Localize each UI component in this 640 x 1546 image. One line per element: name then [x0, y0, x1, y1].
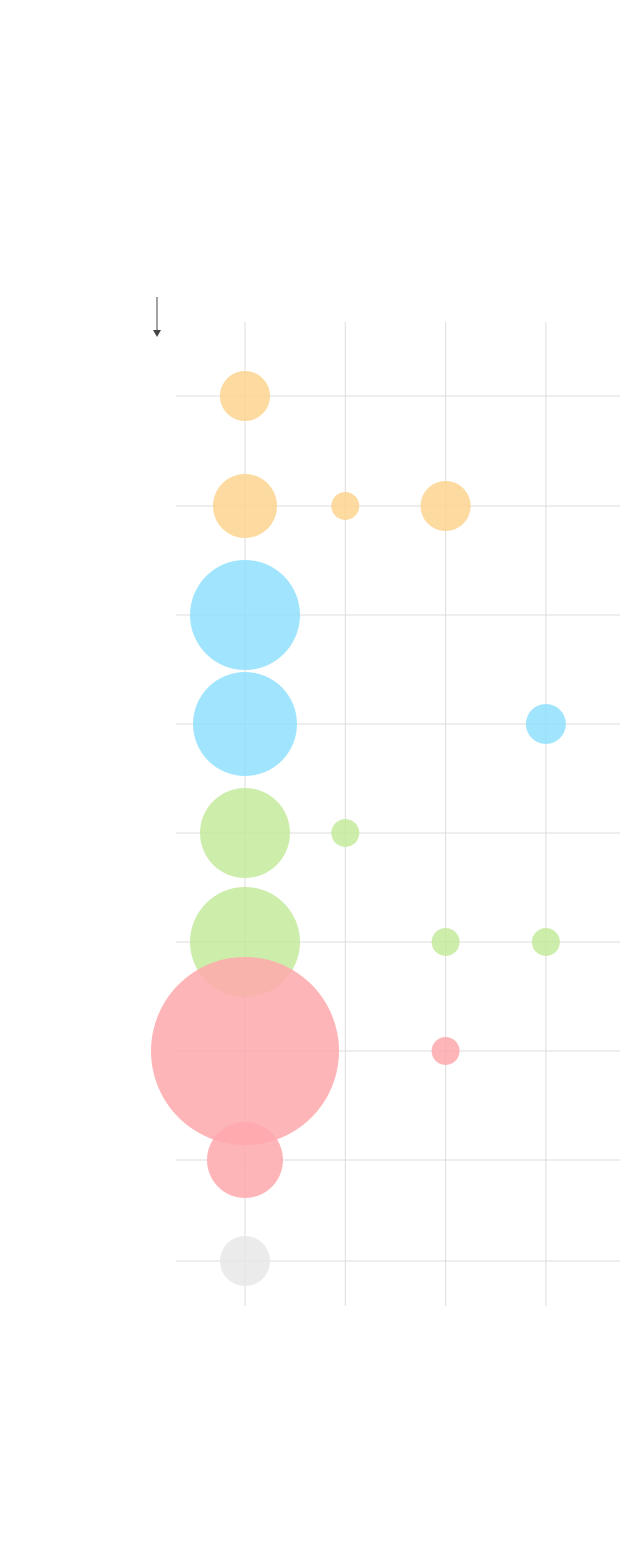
bubble: [220, 1236, 270, 1286]
bubble: [213, 474, 277, 538]
bubble: [431, 1037, 460, 1065]
bubble: [331, 819, 360, 847]
bubble: [525, 704, 566, 744]
bubble: [200, 788, 290, 878]
bubble: [190, 560, 300, 670]
bubble: [207, 1122, 283, 1198]
bubble: [431, 928, 460, 956]
bubble: [193, 672, 297, 776]
bubble: [531, 928, 560, 956]
bubble: [220, 371, 270, 421]
sort-arrow-icon[interactable]: [153, 297, 161, 337]
bubble: [420, 481, 471, 531]
bubble: [331, 492, 360, 520]
bubble: [151, 957, 339, 1145]
